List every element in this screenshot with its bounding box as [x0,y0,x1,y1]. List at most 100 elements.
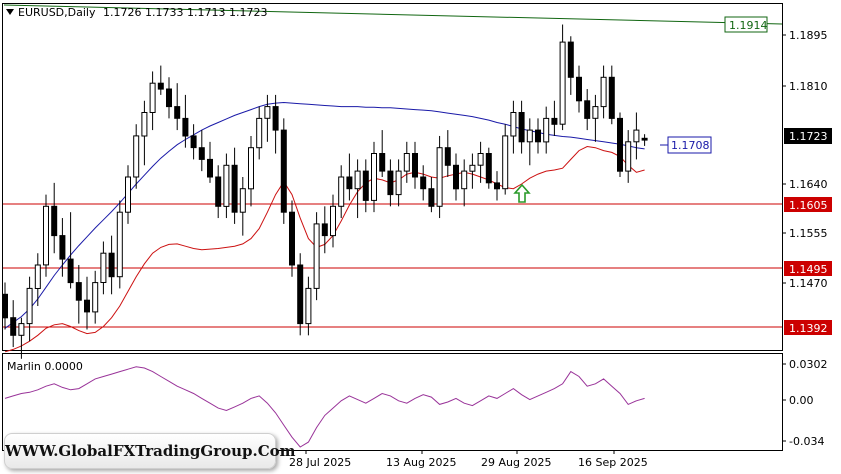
candle-bull [43,205,49,266]
candle-bear [444,147,451,166]
level-price-box [784,320,832,335]
date-tick-label: 13 Aug 2025 [386,456,456,469]
candle-bull [436,147,443,207]
marlin-series [4,366,645,448]
indicator-axis: 0.0302 0.00 -0.034 [782,358,828,448]
candle-bull [256,117,263,149]
candle-bear [67,258,74,284]
candle-bull [34,264,41,289]
price-tick-label: 1.1555 [789,227,828,240]
candle-bull [461,170,468,190]
candle-bear [297,264,304,325]
candle-bear [207,158,213,178]
ma-price-label: 1.1708 [671,139,710,152]
candle-bear [420,176,427,190]
candle-bull [125,176,131,213]
level-price-label: 1.1392 [789,322,828,335]
candle-bull [141,112,148,137]
candle-bull [469,164,476,172]
candle-bull [330,205,336,237]
candle-bull [239,188,246,213]
candle-bear [485,153,492,184]
candle-bear [567,41,574,78]
indicator-title: Marlin 0.0000 [7,360,83,373]
candle-bull [264,106,271,119]
candle-bear [215,176,222,207]
candle-bear [412,153,418,178]
trend-line-green [3,4,783,25]
candle-bull [116,211,123,278]
ma-price-box [667,136,712,154]
level-price-box [784,261,832,276]
candle-bull [559,41,566,125]
candle-bear [362,170,369,201]
candle-bear [59,235,66,260]
candle-bear [190,135,197,149]
candle-bull [477,153,484,166]
candle-bear [10,317,17,336]
candle-bear [551,117,558,125]
symbol-dropdown-icon[interactable] [6,9,14,15]
candle-bull [354,170,361,190]
price-tick-label: 1.1895 [789,29,828,42]
level-price-label: 1.1495 [789,263,828,276]
candle-bear [617,117,623,172]
candle-bear [346,176,353,190]
candle-bear [198,147,205,160]
watermark: WWW.GlobalFXTradingGroup.Com [4,433,296,469]
symbol-label: EURUSD,Daily [18,6,96,19]
candle-bear [2,293,8,319]
candle-bull [395,170,402,196]
candle-bear [321,223,328,237]
candle-bull [371,153,377,201]
indicator-tick-label: 0.0302 [789,358,828,371]
candle-bear [280,129,287,213]
price-axis: 1.1895 1.1810 1.1640 1.1555 1.1470 [782,29,828,290]
candle-bear [494,182,500,190]
candle-bear [84,299,90,313]
price-tick-label: 1.1640 [789,178,828,191]
indicator-tick-label: 0.00 [789,394,814,407]
candle-bull [100,252,107,283]
candle-bear [584,100,591,119]
candle-bear [289,211,295,266]
candle-bear [231,164,238,213]
indicator-tick-label: -0.034 [789,435,824,448]
candle-bear [428,188,435,207]
candle-bear [518,112,525,143]
candle-bear [641,137,648,141]
candle-bull [313,223,320,289]
candle-bear [535,129,541,143]
price-tick-label: 1.1470 [789,277,828,290]
date-tick-label: 28 Jul 2025 [289,456,351,469]
date-tick-label: 16 Sep 2025 [578,456,648,469]
candle-bear [75,282,82,301]
candle-bull [92,282,99,313]
candle-bull [403,153,410,172]
current-price-box [784,128,832,144]
candle-bear [174,106,181,119]
date-axis: 28 Jul 2025 13 Aug 2025 29 Aug 2025 16 S… [289,450,648,469]
candle-bull [526,129,533,143]
price-tick-label: 1.1810 [789,80,828,93]
candle-bull [133,135,140,178]
candle-bull [600,76,607,108]
candle-bull [305,287,312,325]
trend-price-box [724,16,768,33]
candle-bear [608,76,615,119]
level-price-box [784,197,832,212]
current-price-label: 1.1723 [789,130,828,143]
marlin-line [4,366,645,448]
candle-bull [223,164,230,207]
candle-bull [633,129,640,143]
level-price-label: 1.1605 [789,199,828,212]
candle-bull [502,135,509,190]
ohlc-values: 1.1726 1.1733 1.1713 1.1723 [103,6,267,19]
candle-bear [453,164,459,190]
candlesticks [2,24,648,359]
candle-bull [18,323,25,336]
candle-bear [576,76,582,102]
date-tick-label: 29 Aug 2025 [481,456,551,469]
candle-bull [248,147,254,190]
